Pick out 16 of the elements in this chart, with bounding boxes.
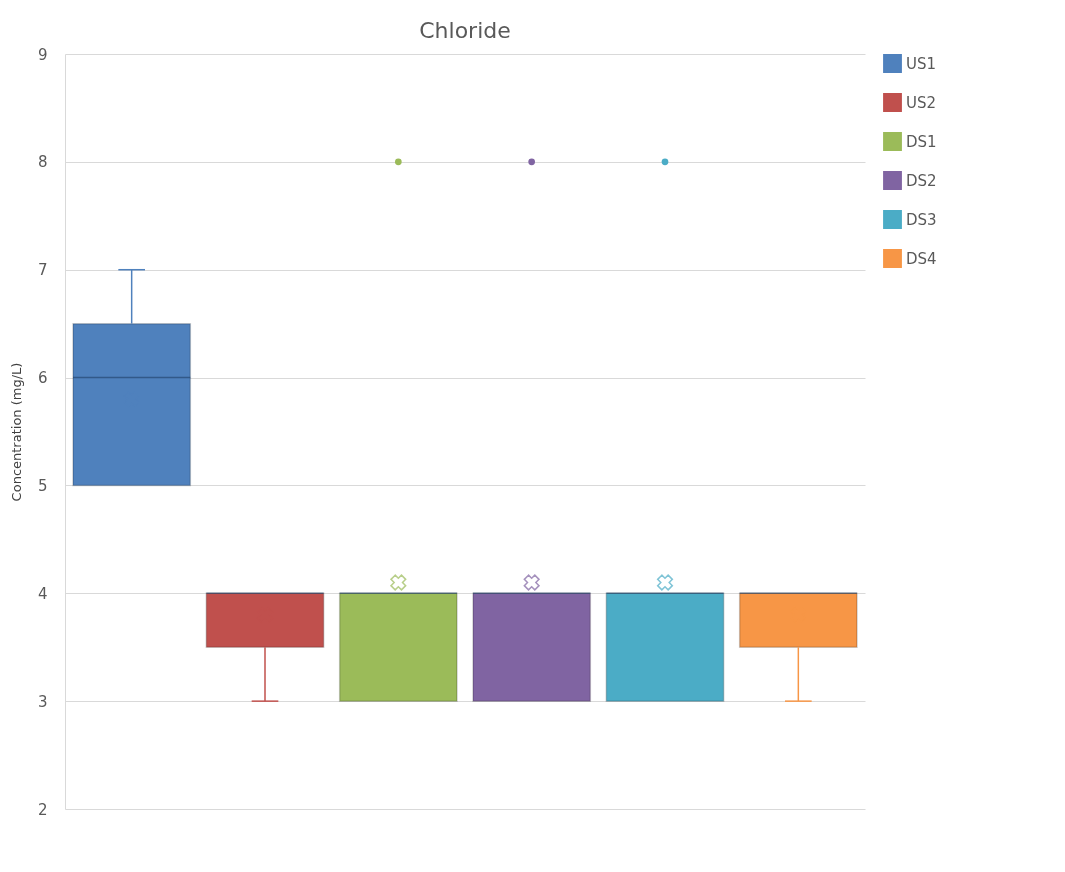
y-tick-label: 9 <box>37 45 48 64</box>
legend-label: US2 <box>906 93 937 112</box>
y-axis-title: Concentration (mg/L) <box>8 362 24 502</box>
y-tick-label: 3 <box>37 692 48 711</box>
y-tick-label: 5 <box>37 476 48 495</box>
y-tick-label: 8 <box>37 153 48 172</box>
legend-label: DS3 <box>906 210 937 229</box>
legend-label: US1 <box>906 54 937 73</box>
legend-label: DS1 <box>906 132 937 151</box>
y-tick-label: 7 <box>37 261 48 280</box>
y-tick-label: 2 <box>37 800 48 819</box>
legend-label: DS4 <box>906 249 937 268</box>
y-tick-label: 6 <box>37 369 48 388</box>
legend-label: DS2 <box>906 171 937 190</box>
y-tick-label: 4 <box>37 584 48 603</box>
chart-title: Chloride <box>419 18 511 43</box>
